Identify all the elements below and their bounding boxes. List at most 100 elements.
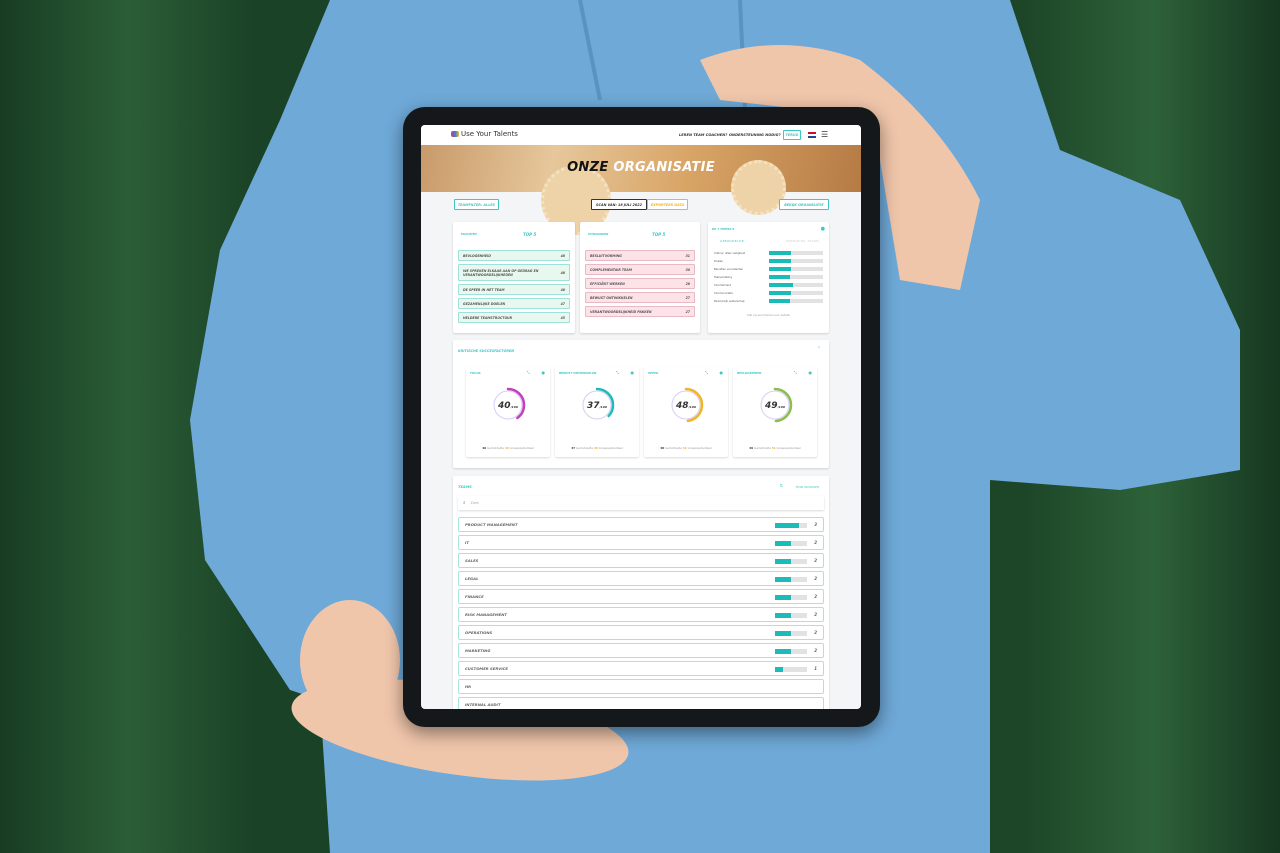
team-bar	[775, 631, 807, 636]
team-row[interactable]: MARKETING 2	[458, 643, 824, 658]
nav-link-coaching[interactable]: LEREN TEAM COACHEN?	[679, 133, 728, 137]
challenges-item[interactable]: EFFICIËNT WERKEN 28	[585, 278, 695, 289]
team-row[interactable]: FINANCE 2	[458, 589, 824, 604]
info-icon[interactable]: ●	[541, 370, 546, 375]
strengths-item[interactable]: HELDERE TEAMSTRUCTUUR 45	[458, 312, 570, 323]
theme-row[interactable]: Doelen	[714, 258, 823, 264]
theme-name: Doelen	[714, 259, 724, 263]
item-name: WE SPREKEN ELKAAR AAN OP GEDRAG EN VERAN…	[463, 268, 539, 277]
team-row[interactable]: CUSTOMER SERVICE 1	[458, 661, 824, 676]
team-row[interactable]: LEGAL 2	[458, 571, 824, 586]
add-team-button[interactable]: TEAM INVOEGEN	[795, 485, 819, 489]
strengths-item[interactable]: WE SPREKEN ELKAAR AAN OP GEDRAG EN VERAN…	[458, 264, 570, 281]
zoom-icon[interactable]: ⤡	[793, 370, 797, 375]
zoom-icon[interactable]: ⤡	[704, 370, 708, 375]
team-row[interactable]: IT 2	[458, 535, 824, 550]
team-row[interactable]: OPERATIONS 2	[458, 625, 824, 640]
team-bar	[775, 613, 807, 618]
theme-row[interactable]: Commitment	[714, 282, 823, 288]
ksf-score: 37/100	[577, 401, 617, 411]
gauge-track	[582, 390, 612, 420]
nl-flag-icon[interactable]	[808, 132, 816, 138]
zoom-icon[interactable]: ⤡	[615, 370, 619, 375]
item-name: HELDERE TEAMSTRUCTUUR	[463, 315, 513, 320]
ksf-score: 49/100	[755, 401, 795, 411]
item-score: 31	[685, 253, 690, 258]
ksf-gauge	[668, 387, 704, 423]
team-search-input[interactable]: ⌕ Zoek	[458, 496, 824, 510]
theme-bar	[769, 251, 823, 255]
theme-row[interactable]: Communicatie	[714, 290, 823, 296]
info-icon[interactable]: ●	[808, 370, 813, 375]
info-icon[interactable]: ●	[719, 370, 724, 375]
info-icon[interactable]: ●	[630, 370, 635, 375]
potential-label: Groepspotentieel	[598, 446, 623, 450]
sort-icon[interactable]: ⇅	[779, 483, 783, 488]
ksf-card-title: FOCUS	[470, 371, 481, 375]
theme-name: Persoonlijk Leiderschap	[714, 299, 745, 303]
ksf-section: KRITISCHE SUCCESFACTOREN ⌃ FOCUS ⤡ ● 40/100…	[453, 340, 829, 468]
challenges-item[interactable]: COMPLEMENTAIR TEAM 30	[585, 264, 695, 275]
nav-link-support[interactable]: ONDERSTEUNING NODIG?	[729, 133, 781, 137]
team-row[interactable]: INTERNAL AUDIT	[458, 697, 824, 709]
challenges-item[interactable]: BEWUST ONTWIKKELEN 27	[585, 292, 695, 303]
team-row[interactable]: PRODUCT MANAGEMENT 3	[458, 517, 824, 532]
team-bar-fill	[775, 523, 799, 528]
item-name: EFFICIËNT WERKEN	[590, 281, 625, 286]
average-label: Gemiddelde	[665, 446, 682, 450]
theme-bar	[769, 299, 823, 303]
team-row[interactable]: HR	[458, 679, 824, 694]
team-bar-fill	[775, 541, 791, 546]
team-bar-fill	[775, 613, 791, 618]
tab-average[interactable]: GEMIDDELDE	[720, 239, 745, 243]
ksf-gauge	[757, 387, 793, 423]
challenges-item[interactable]: BESLUITVORMING 31	[585, 250, 695, 261]
theme-row[interactable]: Taakverdeling	[714, 274, 823, 280]
logo[interactable]: Use Your Talents	[451, 130, 518, 138]
team-row[interactable]: RISK MANAGEMENT 2	[458, 607, 824, 622]
back-button[interactable]: TERUG	[783, 130, 801, 140]
challenges-item[interactable]: VERANTWOORDELIJKHEID PAKKEN 27	[585, 306, 695, 317]
navbar: Use Your Talents LEREN TEAM COACHEN? OND…	[421, 125, 861, 145]
strengths-item[interactable]: BEVLOGENHEID 48	[458, 250, 570, 261]
export-data-button[interactable]: EXPORTEER DATA	[647, 199, 688, 210]
info-icon[interactable]: ●	[820, 226, 825, 232]
team-bar	[775, 559, 807, 564]
gauge-track	[760, 390, 790, 420]
strengths-item[interactable]: GEZAMENLIJKE DOELEN 47	[458, 298, 570, 309]
team-row[interactable]: SALES 2	[458, 553, 824, 568]
ksf-card: FOCUS ⤡ ● 40/100 40 Gemiddelde 46 Groepspote…	[466, 367, 550, 457]
scan-date-button[interactable]: SCAN VAN: 18 JULI 2022	[591, 199, 647, 210]
gauge-arc	[490, 387, 526, 423]
theme-bar-fill	[769, 291, 791, 295]
theme-bar-fill	[769, 267, 791, 271]
ksf-card-title: BEWUST ONTWIKKELEN	[559, 371, 597, 375]
item-score: 45	[560, 315, 565, 320]
hamburger-menu-icon[interactable]: ☰	[821, 130, 829, 139]
theme-row[interactable]: Benutten van talenten	[714, 266, 823, 272]
strengths-item[interactable]: DE SPEER IN HET TEAM 48	[458, 284, 570, 295]
item-score: 47	[560, 301, 565, 306]
ksf-legend: 40 Gemiddelde 46 Groepspotentieel	[470, 446, 546, 450]
average-value: 37	[571, 446, 576, 450]
potential-value: 46	[504, 446, 509, 450]
team-name: IT	[465, 540, 470, 545]
challenges-label: UITDAGINGEN	[588, 233, 609, 236]
score-value: 37	[587, 401, 600, 411]
collapse-chevron-icon[interactable]: ⌃	[816, 346, 821, 352]
theme-row[interactable]: Persoonlijk Leiderschap	[714, 298, 823, 304]
ksf-card-title: SPEER	[648, 371, 659, 375]
theme-name: Benutten van talenten	[714, 267, 744, 271]
tab-team-spread[interactable]: SPREIDING TEAMS	[786, 239, 820, 243]
teams-section: TEAMS ⇅ TEAM INVOEGEN ⌕ Zoek PRODUCT MANA…	[453, 476, 829, 709]
team-member-count: 2	[814, 648, 817, 653]
theme-row[interactable]: Cultuur: sfeer veiligheid	[714, 250, 823, 256]
zoom-icon[interactable]: ⤡	[526, 370, 530, 375]
themes-card: DE 7 THEMA'S ● GEMIDDELDE SPREIDING TEAM…	[708, 222, 829, 333]
team-filter-button[interactable]: TEAMFILTER: ALLES	[454, 199, 499, 210]
team-bar-fill	[775, 649, 791, 654]
gauge-arc	[579, 387, 615, 423]
view-organisation-button[interactable]: BEKIJK ORGANISATIE	[779, 199, 829, 210]
theme-bar-fill	[769, 299, 790, 303]
team-name: INTERNAL AUDIT	[465, 702, 501, 707]
